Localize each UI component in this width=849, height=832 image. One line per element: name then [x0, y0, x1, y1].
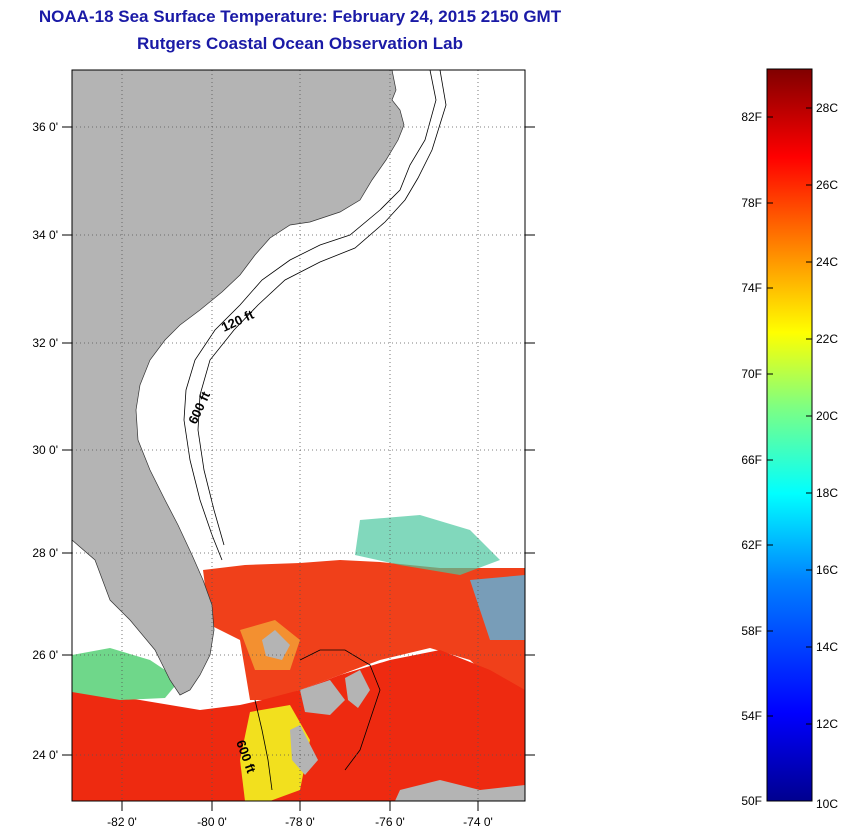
land-andros: [300, 680, 345, 715]
colorbar-f-label: 82F: [741, 110, 762, 124]
map-subtitle: Rutgers Coastal Ocean Observation Lab: [137, 34, 463, 53]
colorbar-c-label: 24C: [816, 255, 838, 269]
colorbar-f-label: 70F: [741, 367, 762, 381]
colorbar-f-label: 54F: [741, 709, 762, 723]
map-ticks: [62, 126, 535, 811]
colorbar-c-label: 14C: [816, 640, 838, 654]
land-cuba-coast: [395, 780, 525, 801]
map-title: NOAA-18 Sea Surface Temperature: Februar…: [38, 7, 562, 26]
colorbar-f-label: 74F: [741, 281, 762, 295]
lon-label: -78 0': [285, 815, 315, 829]
colorbar: [766, 68, 813, 802]
colorbar-f-label: 50F: [741, 794, 762, 808]
colorbar-c-label: 28C: [816, 101, 838, 115]
cool-patch-gulf: [72, 648, 180, 700]
land-andros-south: [290, 725, 318, 775]
land-eleuthera: [345, 670, 370, 708]
lon-label: -80 0': [197, 815, 227, 829]
lat-label: 36 0': [32, 120, 58, 134]
colorbar-c-label: 20C: [816, 409, 838, 423]
lon-label: -82 0': [107, 815, 137, 829]
lat-label: 32 0': [32, 336, 58, 350]
mixed-patch-north: [355, 515, 500, 575]
lat-label: 26 0': [32, 648, 58, 662]
lat-label: 28 0': [32, 546, 58, 560]
land-bahamas-grand: [262, 630, 290, 660]
lat-label: 24 0': [32, 748, 58, 762]
colorbar-c-label: 10C: [816, 797, 838, 811]
colorbar-f-label: 62F: [741, 538, 762, 552]
colorbar-f-label: 66F: [741, 453, 762, 467]
land-us-coast: [72, 70, 405, 696]
colorbar-c-label: 16C: [816, 563, 838, 577]
colorbar-f-label: 58F: [741, 624, 762, 638]
lon-label: -74 0': [463, 815, 493, 829]
colorbar-c-label: 22C: [816, 332, 838, 346]
colorbar-c-label: 18C: [816, 486, 838, 500]
colorbar-c-label: 12C: [816, 717, 838, 731]
lat-label: 34 0': [32, 228, 58, 242]
lon-label: -76 0': [375, 815, 405, 829]
colorbar-f-label: 78F: [741, 196, 762, 210]
colorbar-c-label: 26C: [816, 178, 838, 192]
map-frame: [71, 69, 526, 802]
bathymetry-contours: [183, 70, 447, 791]
lat-label: 30 0': [32, 443, 58, 457]
colorbar-ticks: [767, 107, 812, 725]
cool-patch-east: [470, 575, 525, 640]
